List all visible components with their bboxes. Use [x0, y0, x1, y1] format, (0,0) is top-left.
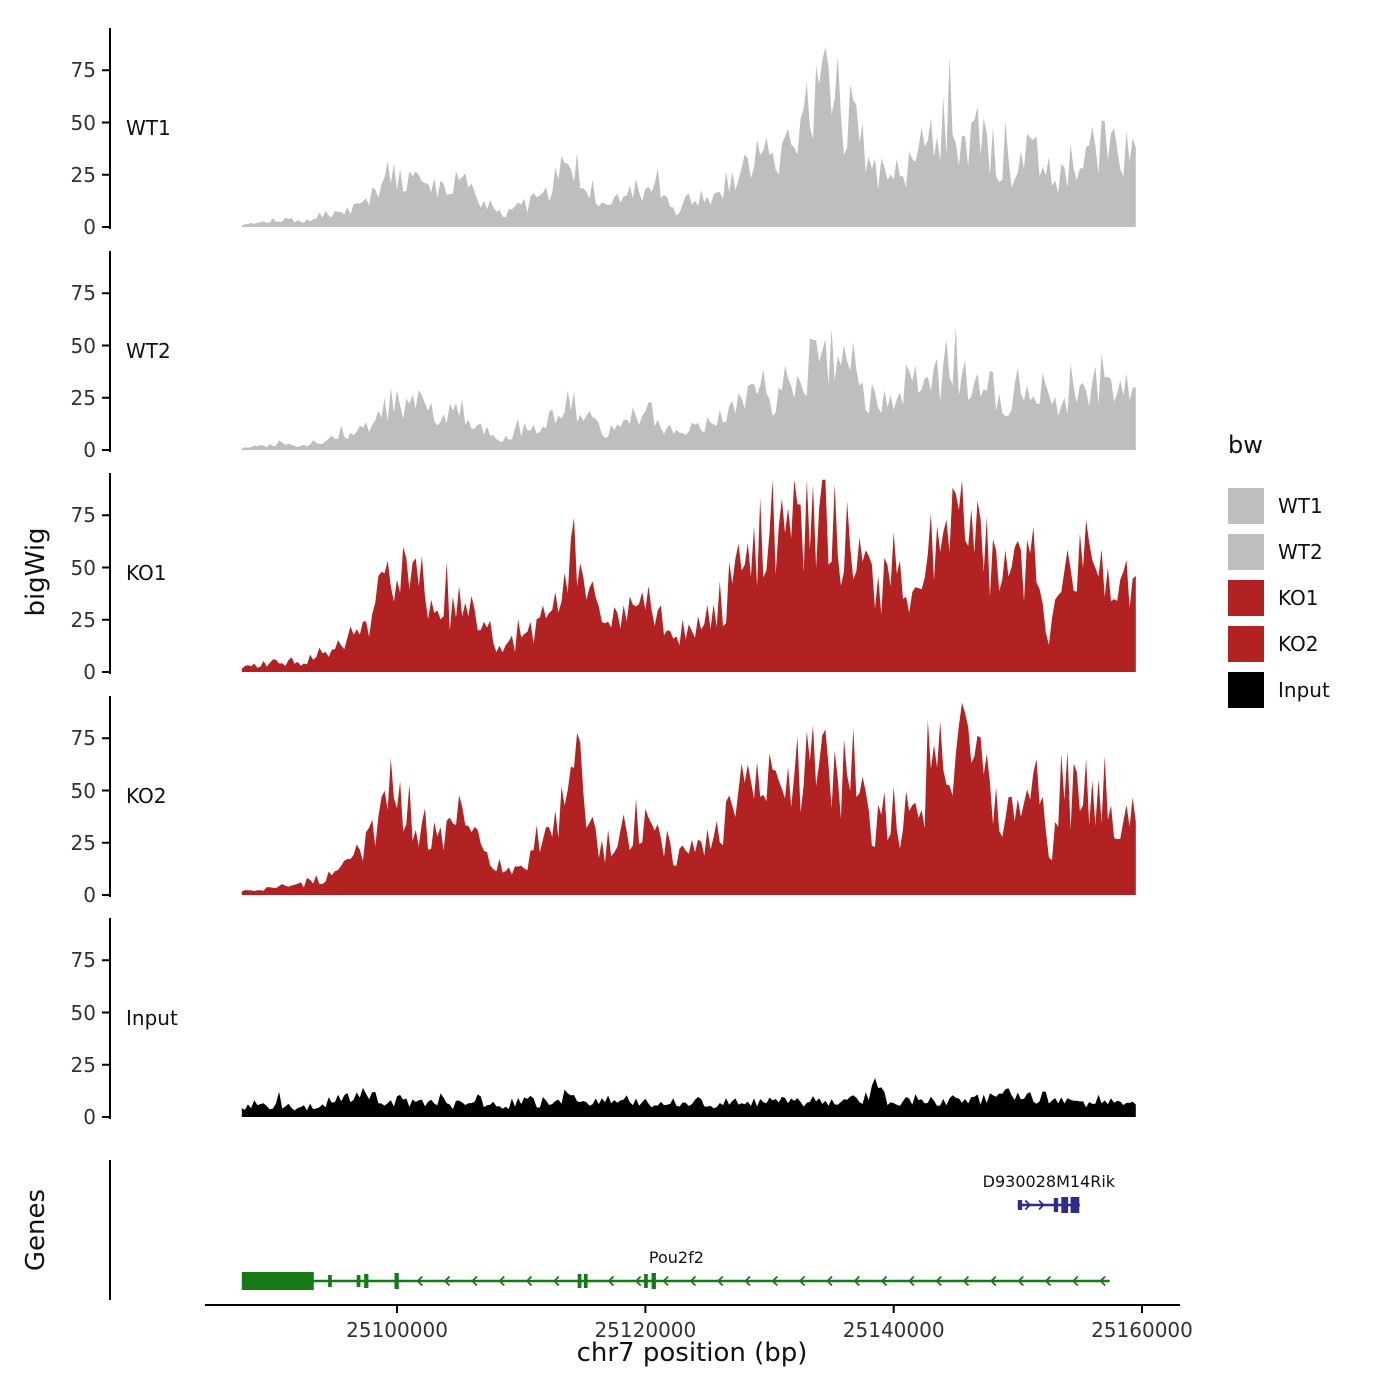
legend: bw WT1 WT2 KO1 KO2 Input [1228, 430, 1398, 718]
legend-item-input: Input [1228, 672, 1398, 708]
legend-swatch [1228, 672, 1264, 708]
gene-label-d930028m14rik: D930028M14Rik [982, 1172, 1116, 1191]
strand-arrow-icon [853, 1275, 860, 1287]
strand-arrow-icon [880, 1275, 888, 1287]
strand-arrow-icon [962, 1275, 970, 1287]
y-tick-label: 50 [70, 333, 96, 358]
strand-arrow-icon [525, 1275, 533, 1287]
y-tick-label: 0 [83, 660, 96, 684]
signal-area-ko2 [241, 702, 1136, 895]
strand-arrow-icon [908, 1275, 915, 1287]
strand-arrow-icon [1072, 1275, 1079, 1287]
strand-arrow-icon [689, 1275, 697, 1287]
gene-exon [644, 1274, 648, 1288]
gene-exon [1017, 1200, 1023, 1210]
y-tick-label: 75 [70, 726, 96, 751]
gene-exon [328, 1275, 332, 1287]
y-tick-label: 50 [70, 778, 96, 803]
legend-item-label: Input [1278, 678, 1330, 702]
gene-exon [241, 1272, 314, 1290]
y-tick-label: 0 [83, 215, 96, 239]
track-label-ko2: KO2 [126, 783, 167, 808]
x-tick-label: 25140000 [842, 1318, 945, 1342]
y-tick-label: 75 [70, 503, 96, 528]
strand-arrow-icon [826, 1275, 833, 1287]
strand-arrow-icon [771, 1275, 778, 1287]
strand-arrow-icon [471, 1275, 478, 1287]
x-tick-label: 25160000 [1091, 1318, 1193, 1342]
strand-arrow-icon [1044, 1275, 1052, 1287]
strand-arrow-icon [1099, 1275, 1106, 1287]
track-label-wt2: WT2 [126, 338, 171, 363]
y-tick-label: 0 [83, 883, 96, 907]
y-tick-label: 50 [70, 1000, 96, 1025]
gene-exon [394, 1273, 399, 1289]
legend-title: bw [1228, 431, 1263, 459]
gene-exon [1061, 1197, 1069, 1213]
signal-area-wt2 [241, 326, 1136, 450]
gene-exon [364, 1274, 369, 1288]
legend-item-label: KO2 [1278, 632, 1319, 656]
strand-arrow-icon [990, 1275, 997, 1287]
strand-arrow-icon [935, 1275, 942, 1287]
y-tick-label: 75 [70, 281, 96, 306]
strand-arrow-icon [1038, 1199, 1045, 1211]
gene-exon [1053, 1198, 1059, 1212]
strand-arrow-icon [716, 1275, 724, 1287]
track-label-wt1: WT1 [126, 115, 171, 140]
strand-arrow-icon [798, 1275, 806, 1287]
legend-swatch [1228, 580, 1264, 616]
y-axis-title-genes: Genes [21, 1188, 51, 1272]
gene-label-pou2f2: Pou2f2 [648, 1248, 704, 1267]
legend-swatch [1228, 488, 1264, 524]
signal-area-input [241, 1078, 1136, 1117]
strand-arrow-icon [1024, 1199, 1032, 1211]
gene-exon [1070, 1197, 1080, 1213]
y-tick-label: 25 [70, 1052, 96, 1077]
y-tick-label: 50 [70, 555, 96, 580]
strand-arrow-icon [607, 1275, 615, 1287]
track-label-input: Input [126, 1005, 178, 1030]
legend-item-wt2: WT2 [1228, 534, 1398, 570]
y-tick-label: 25 [70, 830, 96, 855]
y-tick-label: 0 [83, 1105, 96, 1129]
gene-exon [651, 1273, 656, 1289]
legend-items: WT1 WT2 KO1 KO2 Input [1228, 488, 1398, 708]
gene-exon [356, 1275, 361, 1287]
y-tick-label: 25 [70, 385, 96, 410]
strand-arrow-icon [744, 1275, 751, 1287]
legend-swatch [1228, 534, 1264, 570]
x-tick-label: 25100000 [346, 1318, 448, 1342]
legend-item-label: KO1 [1278, 586, 1319, 610]
signal-area-ko1 [241, 479, 1136, 672]
y-tick-label: 25 [70, 607, 96, 632]
signal-area-wt1 [241, 47, 1136, 227]
y-tick-label: 50 [70, 110, 96, 135]
legend-swatch [1228, 626, 1264, 662]
legend-item-label: WT1 [1278, 494, 1323, 518]
y-tick-label: 75 [70, 58, 96, 83]
gene-exon [583, 1274, 588, 1288]
strand-arrow-icon [416, 1275, 423, 1287]
strand-arrow-icon [498, 1275, 505, 1287]
x-tick-label: 25120000 [594, 1318, 697, 1342]
legend-item-ko2: KO2 [1228, 626, 1398, 662]
y-tick-label: 0 [83, 438, 96, 462]
legend-item-label: WT2 [1278, 540, 1323, 564]
track-label-ko1: KO1 [126, 560, 167, 585]
y-tick-label: 25 [70, 162, 96, 187]
x-axis-title: chr7 position (bp) [576, 1338, 808, 1368]
strand-arrow-icon [1017, 1275, 1024, 1287]
strand-arrow-icon [634, 1275, 642, 1287]
legend-item-ko1: KO1 [1228, 580, 1398, 616]
strand-arrow-icon [662, 1275, 669, 1287]
legend-item-wt1: WT1 [1228, 488, 1398, 524]
y-tick-label: 75 [70, 948, 96, 973]
strand-arrow-icon [443, 1275, 451, 1287]
strand-arrow-icon [553, 1275, 560, 1287]
gene-exon [577, 1274, 582, 1288]
